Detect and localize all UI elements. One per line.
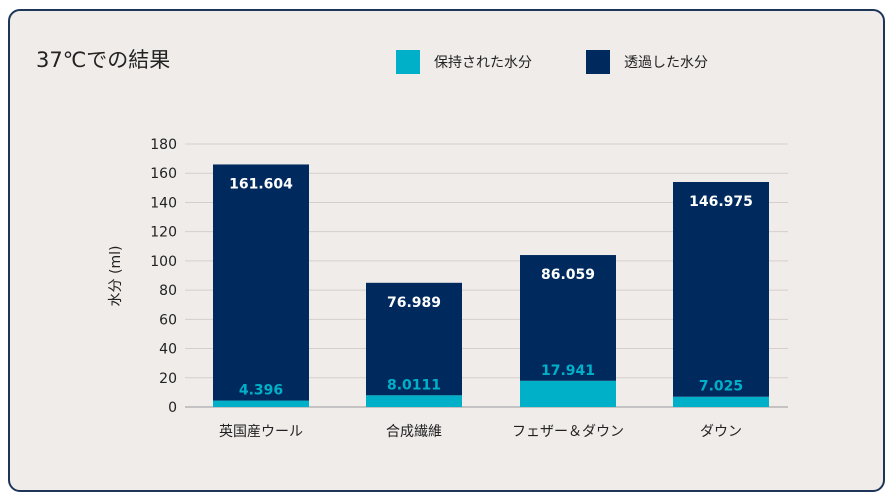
y-tick-label: 160 — [150, 166, 177, 182]
bar-segment-retained — [673, 396, 769, 407]
bar-segment-permeated — [673, 181, 769, 397]
y-tick-label: 60 — [159, 312, 177, 328]
x-tick-label: 合成繊維 — [386, 424, 442, 440]
legend-label-retained: 保持された水分 — [434, 55, 532, 71]
y-tick-label: 20 — [159, 371, 177, 387]
y-tick-label: 0 — [168, 400, 177, 416]
y-tick-label: 140 — [150, 195, 177, 211]
y-tick-label: 100 — [150, 254, 177, 270]
y-tick-label: 180 — [150, 137, 177, 153]
y-axis-label: 水分 (ml) — [108, 246, 124, 307]
chart-title: 37℃での結果 — [36, 48, 171, 72]
y-tick-label: 120 — [150, 225, 177, 241]
x-tick-label: フェザー＆ダウン — [512, 424, 624, 440]
legend-swatch-retained — [396, 50, 420, 74]
data-label-permeated: 76.989 — [387, 295, 441, 311]
legend-item-retained: 保持された水分 — [396, 50, 532, 74]
data-label-permeated: 161.604 — [229, 176, 293, 192]
bar-segment-permeated — [520, 255, 616, 381]
y-tick-label: 40 — [159, 342, 177, 358]
x-tick-label: ダウン — [700, 424, 742, 440]
data-label-retained: 17.941 — [541, 363, 595, 379]
bar-segment-retained — [213, 400, 309, 407]
data-label-retained: 8.0111 — [387, 377, 441, 393]
bar-segment-permeated — [213, 164, 309, 401]
legend-item-permeated: 透過した水分 — [586, 50, 708, 74]
x-tick-label: 英国産ウール — [219, 423, 303, 440]
bar-segment-permeated — [366, 282, 462, 396]
data-label-retained: 7.025 — [699, 379, 743, 395]
legend-label-permeated: 透過した水分 — [624, 55, 708, 71]
data-label-permeated: 86.059 — [541, 267, 595, 283]
y-tick-label: 80 — [159, 283, 177, 299]
data-label-permeated: 146.975 — [689, 194, 753, 210]
legend-swatch-permeated — [586, 50, 610, 74]
data-label-retained: 4.396 — [239, 383, 283, 399]
bar-segment-retained — [520, 380, 616, 407]
bar-segment-retained — [366, 395, 462, 407]
